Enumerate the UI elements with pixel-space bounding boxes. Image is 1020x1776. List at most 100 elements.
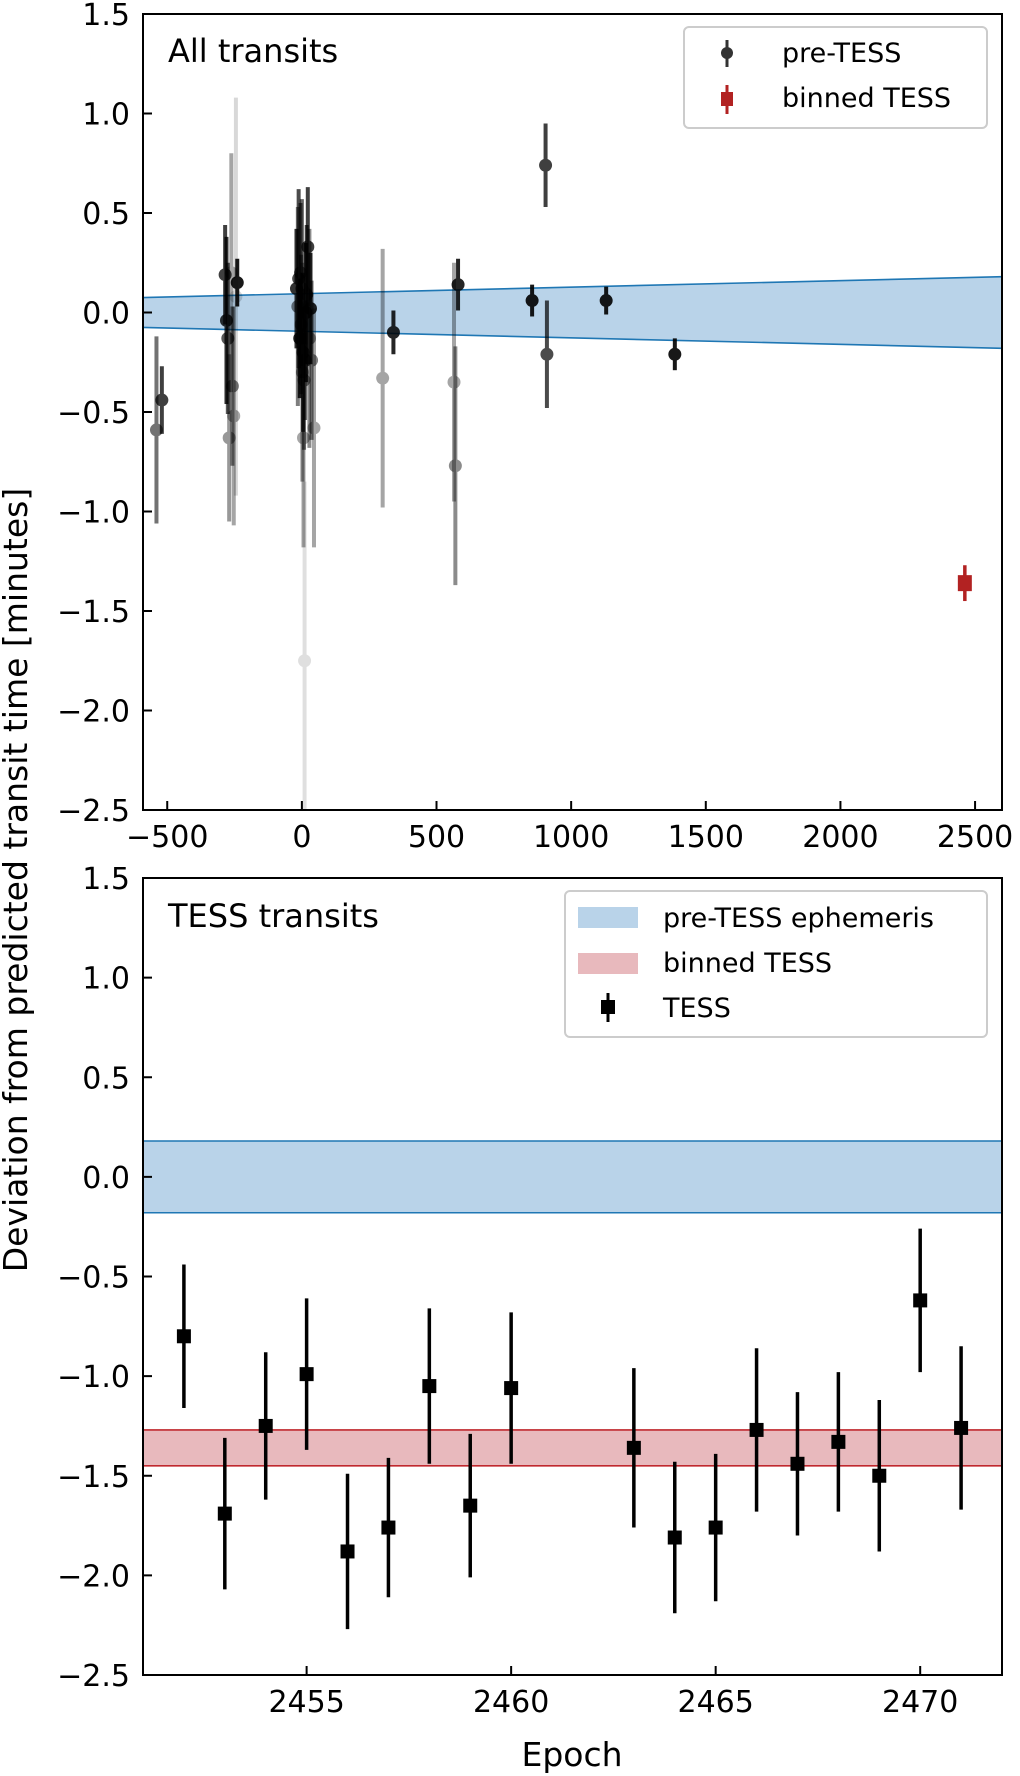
- bottom-legend: pre-TESS ephemeris binned TESS TESS: [564, 890, 988, 1038]
- y-tick-label-2-5: −2.5: [57, 1659, 130, 1694]
- point-tess-2454: [258, 1352, 273, 1500]
- point-tess-2464: [667, 1461, 682, 1614]
- y-tick-label-1-0: 1.0: [82, 962, 130, 997]
- y-tick-label-1-5: 1.5: [82, 0, 130, 33]
- legend-label-tess: TESS: [662, 993, 731, 1024]
- x-tick-label-500: 500: [408, 820, 465, 855]
- pre-tess-ephemeris-band: [142, 275, 1003, 350]
- marker-tess-2452: [176, 1329, 191, 1344]
- marker-tess-2454: [258, 1418, 273, 1433]
- panel-tess-transits: 2455 2460 2465 2470 1.5 1.0 0.5 0.0 −0.5 −1.0 −1.…: [57, 862, 1003, 1774]
- marker-pre-tess-39: [599, 294, 613, 308]
- point-pre-tess-7: [225, 306, 239, 466]
- point-pre-tess-29: [305, 280, 319, 440]
- marker-pre-tess-33: [447, 375, 461, 389]
- marker-tess-2459: [463, 1498, 478, 1513]
- point-tess-2471: [954, 1346, 969, 1510]
- top-legend-frame: [683, 26, 988, 129]
- point-pre-tess-33: [447, 262, 461, 502]
- top-x-ticks: −500 0 500 1000 1500 2000 2500: [126, 801, 1013, 855]
- marker-pre-tess-34: [448, 459, 462, 473]
- x-tick-label-1000: 1000: [533, 820, 609, 855]
- y-tick-label-2-0: −2.0: [57, 695, 130, 730]
- band-fill-binned-tess: [143, 1429, 1002, 1466]
- point-tess-2466: [749, 1348, 764, 1512]
- x-tick-label-2000: 2000: [802, 820, 878, 855]
- point-pre-tess-22: [298, 481, 312, 810]
- bottom-bands: [143, 1140, 1002, 1467]
- point-pre-tess-35: [451, 258, 465, 311]
- bottom-panel-title: TESS transits: [167, 897, 379, 935]
- point-tess-2456: [340, 1473, 355, 1630]
- marker-pre-tess-10: [230, 276, 244, 290]
- top-legend: pre-TESS binned TESS: [683, 26, 988, 129]
- marker-pre-tess-7: [225, 379, 239, 393]
- marker-tess-2460: [504, 1381, 519, 1396]
- legend-label-pre-tess: pre-TESS: [782, 38, 901, 69]
- point-binned-tess-0: [957, 565, 972, 602]
- legend-swatch-ephemeris: [578, 907, 638, 928]
- point-pre-tess-40: [668, 338, 682, 371]
- point-pre-tess-30: [307, 308, 321, 548]
- y-tick-label-0-0: 0.0: [82, 1161, 130, 1196]
- point-tess-2470: [913, 1228, 928, 1373]
- top-y-ticks: 1.5 1.0 0.5 0.0 −0.5 −1.0 −1.5 −2.0 −2.5: [57, 0, 152, 829]
- marker-tess-2471: [954, 1420, 969, 1435]
- marker-pre-tess-26: [301, 240, 315, 254]
- marker-tess-2463: [626, 1440, 641, 1455]
- legend-marker-binned-tess: [721, 85, 733, 114]
- marker-pre-tess-37: [539, 158, 553, 172]
- x-tick-label-2470: 2470: [882, 1685, 958, 1720]
- point-pre-tess-32: [386, 310, 400, 355]
- marker-tess-2464: [667, 1530, 682, 1545]
- marker-tess-2467: [790, 1456, 805, 1471]
- point-tess-2465: [708, 1453, 723, 1602]
- point-tess-2458: [422, 1308, 437, 1464]
- point-pre-tess-37: [539, 123, 553, 208]
- marker-pre-tess-0: [155, 393, 169, 407]
- marker-pre-tess-6: [224, 266, 238, 280]
- x-tick-label-1500: 1500: [668, 820, 744, 855]
- x-axis-label: Epoch: [521, 1735, 622, 1774]
- marker-tess-2455: [299, 1367, 314, 1382]
- point-tess-2452: [176, 1264, 191, 1409]
- marker-pre-tess-30: [307, 421, 321, 435]
- marker-tess-2453: [217, 1506, 232, 1521]
- marker-tess-2468: [831, 1434, 846, 1449]
- y-tick-label-0-5: 0.5: [82, 1061, 130, 1096]
- marker-pre-tess-32: [386, 325, 400, 339]
- y-tick-label-0-5: 0.5: [82, 197, 130, 232]
- y-tick-label-0-5: −0.5: [57, 1261, 130, 1296]
- marker-pre-tess-35: [451, 278, 465, 292]
- legend-label-binned-tess: binned TESS: [663, 948, 832, 979]
- point-pre-tess-31: [376, 248, 390, 508]
- marker-pre-tess-29: [305, 353, 319, 367]
- bottom-y-ticks: 1.5 1.0 0.5 0.0 −0.5 −1.0 −1.5 −2.0 −2.5: [57, 862, 152, 1694]
- marker-pre-tess-22: [298, 654, 312, 668]
- y-tick-label-0-0: 0.0: [82, 297, 130, 332]
- ephemeris-band-fill: [143, 276, 1002, 349]
- marker-pre-tess-31: [376, 371, 390, 385]
- point-pre-tess-8: [227, 306, 241, 526]
- x-tick-label-2500: 2500: [937, 820, 1013, 855]
- marker-pre-tess-8: [227, 409, 241, 423]
- point-pre-tess-38: [540, 300, 554, 409]
- marker-tess-2469: [872, 1468, 887, 1483]
- point-pre-tess-34: [448, 346, 462, 586]
- point-tess-2453: [217, 1437, 232, 1590]
- y-tick-label-1-0: −1.0: [57, 496, 130, 531]
- ephemeris-band-upper-edge: [142, 275, 1003, 299]
- point-pre-tess-26: [301, 187, 315, 307]
- y-tick-label-1-5: −1.5: [57, 595, 130, 630]
- y-tick-label-1-5: −1.5: [57, 1460, 130, 1495]
- y-tick-label-1-5: 1.5: [82, 862, 130, 897]
- y-tick-label-1-0: 1.0: [82, 98, 130, 133]
- point-pre-tess-1: [149, 336, 163, 524]
- legend-swatch-binned-tess: [578, 953, 638, 974]
- marker-pre-tess-38: [540, 347, 554, 361]
- legend-marker-pre-tess: [721, 40, 733, 67]
- x-tick-label-2455: 2455: [268, 1685, 344, 1720]
- point-tess-2467: [790, 1392, 805, 1536]
- legend-label-binned-tess: binned TESS: [782, 83, 951, 114]
- marker-binned-tess-0: [957, 575, 972, 592]
